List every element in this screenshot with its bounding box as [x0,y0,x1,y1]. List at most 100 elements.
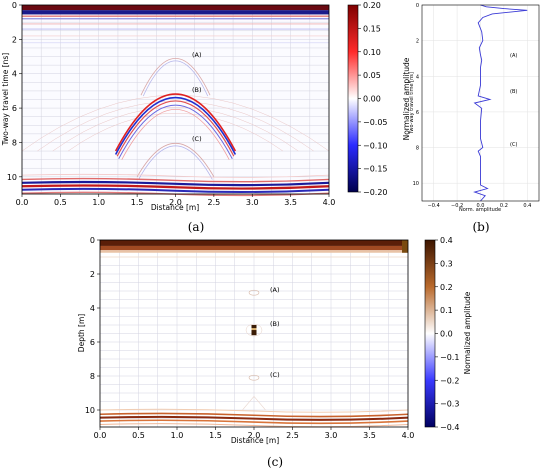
x-tick-label-a: 3.0 [246,198,259,207]
amplitude-trace [473,4,528,202]
colorbar-label-c: Normalized amplitude [463,291,472,374]
colorbar-tick-label-c: 0.3 [440,259,453,268]
caption-b: (b) [472,220,489,234]
colorbar-tick-label-c: −0.3 [440,400,459,409]
y-tick-label-b: 10 [413,181,419,187]
annotation-a-B: (B) [192,86,202,94]
y-tick-label-c: 8 [90,372,95,381]
grid-b [422,4,539,201]
bottom-reflector-band [21,177,330,183]
x-ticks-c: 0.0 0.5 1.0 1.5 2.0 2.5 3.0 3.5 4.0 [94,427,415,440]
colorbar-tick-label-a: −0.20 [363,188,388,197]
x-tick-label-c: 3.0 [325,431,338,440]
focused-B [251,325,257,336]
panel-a: 0.0 0.5 1.0 1.5 2.0 2.5 3.0 3.5 4.0 0 2 4 6 8 10 Dist… [1,1,411,234]
colorbar-tick-label-a: −0.05 [363,118,388,127]
colorbar-a [347,4,359,193]
annotation-c-B: (B) [270,320,280,328]
y-tick-label-c: 0 [90,236,95,245]
diffraction-tail [67,112,284,152]
x-tick-label-b: −0.2 [451,203,463,209]
colorbar-tick-label-c: −0.4 [440,423,459,432]
colorbar-tick-label-a: 0.15 [363,24,381,33]
x-tick-label-b: 0.2 [500,203,508,209]
x-tick-label-b: −0.4 [428,203,440,209]
bottom-reflector-band [99,408,409,413]
y-tick-label-c: 4 [90,304,95,313]
surface-band [100,250,408,253]
y-ticks-b: 0 2 4 6 8 10 [413,3,419,187]
panel-b: −0.4 −0.2 0.0 0.2 0.4 0 2 4 6 8 10 Norm. amplitud… [409,3,540,234]
colorbar-ticks-c: 0.4 0.3 0.2 0.1 0.0 −0.1 −0.2 −0.3 −0.4 [435,236,459,432]
colorbar-tick-label-a: 0.10 [363,48,381,57]
annotation-a-A: (A) [192,51,202,59]
colorbar-tick-label-c: 0.2 [440,283,453,292]
x-tick-label-c: 0.5 [132,431,145,440]
y-ticks-c: 0 2 4 6 8 10 [85,236,100,415]
x-tick-label-a: 2.0 [169,198,182,207]
direct-wave-band [22,5,329,11]
colorbar-tick-label-c: −0.1 [440,353,459,362]
hyperbola-B [114,93,237,152]
y-axis-label-c: Depth [m] [77,314,86,352]
y-tick-label-b: 8 [416,146,419,152]
x-axis-label-b: Norm. amplitude [459,207,501,213]
colorbar-tick-label-c: 0.4 [440,236,453,245]
y-tick-label-b: 2 [416,39,419,45]
y-tick-label-c: 6 [90,338,95,347]
annotation-b-A: (A) [510,53,517,59]
x-tick-label-b: 0.4 [523,203,531,209]
x-tick-label-a: 0.0 [16,198,29,207]
colorbar-ticks-a: 0.20 0.15 0.10 0.05 0.00 −0.05 −0.10 −0.15 −0.20 [358,1,388,197]
focused-C [248,374,260,381]
focused-B-highlight [251,328,257,331]
y-tick-label-b: 6 [416,110,419,116]
bottom-reflector-band [21,184,330,190]
annotation-b-C: (C) [510,142,517,148]
x-tick-label-c: 2.5 [286,431,299,440]
bottom-reflector-band [99,419,409,425]
x-tick-label-c: 1.0 [171,431,184,440]
y-tick-label-a: 0 [12,1,17,10]
x-axis-label-c: Distance [m] [231,436,279,445]
x-tick-label-a: 3.5 [284,198,297,207]
y-tick-label-b: 0 [416,3,419,9]
bottom-reflector-band [21,180,330,187]
x-tick-label-a: 1.0 [92,198,105,207]
axes-frame-b [421,4,540,202]
colorbar-tick-label-a: −0.15 [363,165,388,174]
x-tick-label-a: 1.5 [131,198,144,207]
hyperbola-A [140,57,211,96]
x-tick-label-c: 1.5 [209,431,222,440]
bottom-reflector-band [21,187,330,193]
direct-wave-band [22,10,329,15]
hyperbola-B [116,100,235,157]
hyperbola-B [121,108,230,160]
x-tick-label-c: 2.0 [248,431,261,440]
surface-band [100,245,408,251]
edge-artifact [402,240,408,253]
y-tick-label-c: 2 [90,270,95,279]
x-ticks-b: −0.4 −0.2 0.0 0.2 0.4 [428,203,532,209]
y-tick-label-b: 4 [416,74,419,80]
y-tick-label-a: 10 [7,173,17,182]
annotation-b-B: (B) [510,89,517,95]
caption-c: (c) [267,455,283,469]
bottom-reflector-band [99,415,409,421]
x-tick-label-c: 3.5 [363,431,376,440]
annotation-a-C: (C) [192,135,202,143]
colorbar-c [424,239,436,428]
x-tick-label-a: 0.5 [54,198,67,207]
colorbar-tick-label-a: 0.05 [363,71,381,80]
y-tick-label-a: 2 [12,35,17,44]
x-axis-label-a: Distance [m] [151,203,199,212]
panel-c: 0.0 0.5 1.0 1.5 2.0 2.5 3.0 3.5 4.0 0 2 4 6 8 10 Dist… [77,236,472,469]
bottom-reflector-band [99,412,409,418]
reflections-c [99,240,409,428]
annotation-c-C: (C) [270,371,280,379]
hyperbola-B [118,104,233,160]
colorbar-tick-label-a: 0.20 [363,1,381,10]
x-tick-label-c: 4.0 [402,431,415,440]
y-tick-label-a: 6 [12,104,17,113]
